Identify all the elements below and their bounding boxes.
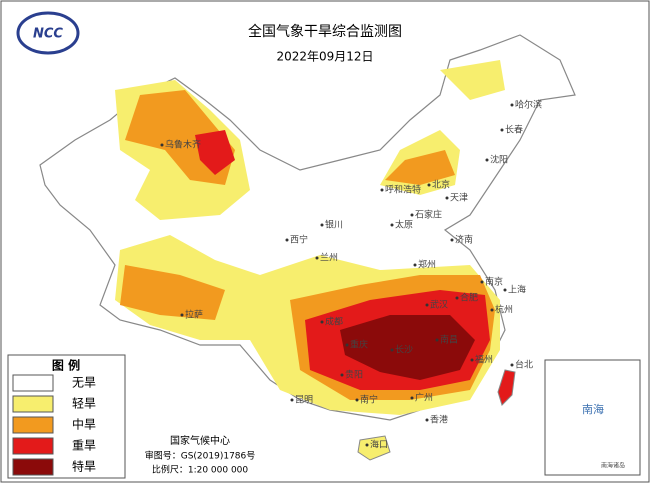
city-label: 郑州	[418, 259, 436, 271]
city-label: 南宁	[360, 394, 378, 406]
footer-approval: 审图号：GS(2019)1786号	[145, 450, 256, 462]
legend-swatch	[12, 395, 54, 413]
inset-label: 南海	[582, 402, 604, 416]
city-dot	[435, 338, 439, 342]
drought-severe	[195, 130, 235, 175]
city-label: 拉萨	[185, 309, 203, 321]
title: 全国气象干旱综合监测图	[248, 23, 402, 40]
city-label: 北京	[432, 179, 450, 191]
city-dot	[500, 128, 504, 132]
legend-swatch	[12, 416, 54, 434]
city-dot	[410, 213, 414, 217]
drought-extreme	[340, 315, 475, 380]
china-map	[39, 34, 576, 461]
city-dot	[380, 188, 384, 192]
city-dot	[503, 288, 507, 292]
city-dot	[180, 313, 184, 317]
legend-label: 无旱	[72, 376, 96, 390]
inset-frame	[544, 359, 641, 476]
logo-text: NCC	[33, 27, 63, 42]
city-label: 银川	[325, 219, 343, 231]
footer-org: 国家气候中心	[170, 434, 230, 447]
city-label: 昆明	[295, 395, 313, 406]
city-label: 呼和浩特	[385, 184, 421, 196]
city-label: 杭州	[495, 304, 513, 316]
inset: 南海 南海诸岛	[544, 359, 641, 476]
city-dot	[455, 296, 459, 300]
city-label: 济南	[455, 234, 473, 246]
city-label: 西宁	[290, 234, 308, 246]
city-label: 海口	[370, 439, 388, 451]
city-label: 南京	[485, 276, 503, 288]
city-dot	[485, 158, 489, 162]
city-dot	[285, 238, 289, 242]
city-dot	[480, 280, 484, 284]
city-dot	[390, 223, 394, 227]
city-label: 台北	[515, 359, 533, 371]
city-label: 南昌	[440, 334, 458, 346]
legend-label: 中旱	[72, 417, 96, 432]
city-label: 贵阳	[345, 369, 363, 381]
city-label: 长沙	[395, 344, 413, 356]
date: 2022年09月12日	[276, 50, 373, 64]
city-dot	[425, 303, 429, 307]
city-dot	[365, 443, 369, 447]
city-label: 广州	[415, 392, 433, 404]
drought-moderate	[120, 265, 225, 320]
city-dot	[315, 256, 319, 260]
city-label: 石家庄	[415, 209, 442, 221]
city-label: 重庆	[350, 339, 368, 351]
city-label: 兰州	[320, 252, 338, 264]
city-dot	[355, 398, 359, 402]
city-dot	[345, 343, 349, 347]
hainan	[357, 435, 391, 461]
city-dot	[445, 196, 449, 200]
drought-moderate	[385, 150, 455, 185]
city-label: 成都	[325, 316, 343, 328]
inset-note: 南海诸岛	[601, 462, 625, 470]
city-label: 沈阳	[490, 154, 508, 166]
city-label: 天津	[450, 193, 468, 204]
city-label: 香港	[430, 414, 448, 426]
city-label: 福州	[475, 354, 493, 366]
city-dot	[320, 320, 324, 324]
city-dot	[413, 263, 417, 267]
drought-light	[440, 60, 505, 100]
city-dot	[160, 143, 164, 147]
city-dot	[425, 418, 429, 422]
legend-label: 重旱	[72, 439, 96, 453]
city-dot	[510, 103, 514, 107]
city-dot	[340, 373, 344, 377]
taiwan	[497, 369, 516, 406]
city-label: 武汉	[430, 299, 448, 311]
legend-swatch	[12, 458, 54, 476]
city-dot	[320, 223, 324, 227]
city-label: 合肥	[460, 292, 478, 304]
legend-swatch	[12, 437, 54, 455]
legend-label: 轻旱	[72, 397, 96, 411]
footer-scale: 比例尺：1:20 000 000	[152, 464, 249, 476]
city-dot	[510, 363, 514, 367]
city-label: 乌鲁木齐	[165, 139, 201, 151]
city-dot	[470, 358, 474, 362]
city-dot	[290, 398, 294, 402]
legend-title: 图 例	[52, 358, 80, 373]
city-dot	[450, 238, 454, 242]
city-label: 哈尔滨	[515, 99, 542, 111]
city-dot	[427, 183, 431, 187]
logo: NCC	[16, 11, 80, 55]
city-dot	[490, 308, 494, 312]
city-label: 太原	[395, 219, 413, 231]
city-dot	[390, 348, 394, 352]
legend-label: 特旱	[72, 459, 96, 474]
legend-swatch	[12, 374, 54, 392]
city-dot	[410, 396, 414, 400]
logo-ring	[16, 11, 80, 55]
city-label: 上海	[508, 284, 526, 296]
city-label: 长春	[505, 124, 523, 136]
